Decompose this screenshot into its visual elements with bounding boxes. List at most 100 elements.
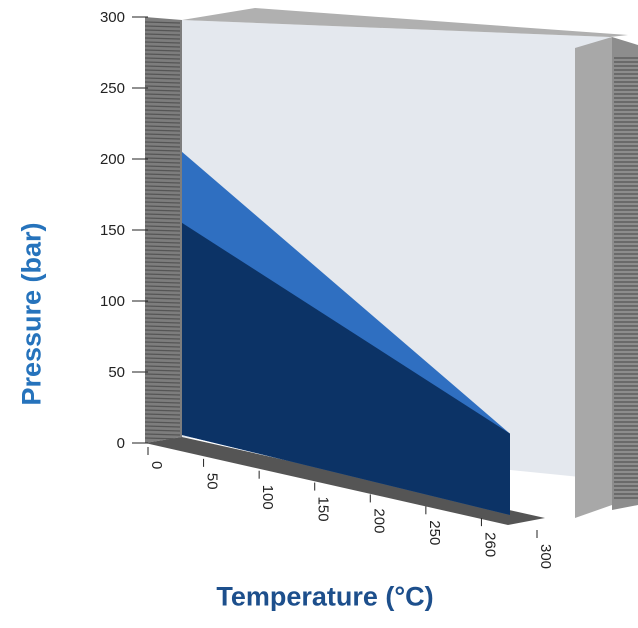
left-wall-stripe [144, 309, 181, 312]
left-wall-stripe [144, 313, 181, 316]
y-tick-label: 50 [108, 364, 125, 381]
x-axis-title: Temperature (°C) [216, 581, 434, 612]
y-tick-label: 150 [100, 222, 125, 239]
left-wall-stripe [144, 401, 181, 404]
y-tick-label: 300 [100, 9, 125, 26]
floor [145, 437, 545, 525]
left-wall-stripe [144, 333, 181, 336]
y-tick-label: 250 [100, 80, 125, 97]
left-wall-stripe [144, 405, 181, 408]
left-wall-stripe [144, 229, 181, 232]
left-wall-stripe [144, 73, 181, 76]
left-wall-stripe [144, 409, 181, 412]
left-wall-stripe [144, 33, 181, 36]
left-wall-stripe [144, 297, 181, 300]
left-wall-stripe [144, 125, 181, 128]
left-wall-stripe [144, 269, 181, 272]
left-wall-stripe [144, 245, 181, 248]
left-wall-stripe [144, 225, 181, 228]
left-wall-stripe [144, 129, 181, 132]
left-wall-stripe [144, 281, 181, 284]
left-wall-stripe [144, 241, 181, 244]
left-wall-stripe [144, 421, 181, 424]
y-tick-label: 200 [100, 151, 125, 168]
left-wall-stripe [144, 397, 181, 400]
left-wall-stripe [144, 341, 181, 344]
left-wall-stripe [144, 353, 181, 356]
left-wall-stripe [144, 385, 181, 388]
left-wall-stripe [144, 41, 181, 44]
left-wall-stripe [144, 177, 181, 180]
y-axis-title: Pressure (bar) [16, 222, 47, 406]
left-wall-stripe [144, 413, 181, 416]
left-wall-stripe [144, 365, 181, 368]
left-wall-stripe [144, 265, 181, 268]
left-wall-stripe [144, 173, 181, 176]
left-wall-stripe [144, 417, 181, 420]
left-wall-stripe [144, 301, 181, 304]
left-wall-stripe [144, 361, 181, 364]
left-wall-stripe [144, 57, 181, 60]
left-wall-stripe [144, 317, 181, 320]
left-wall-stripe [144, 285, 181, 288]
left-wall-stripe [144, 381, 181, 384]
left-wall-stripe [144, 161, 181, 164]
left-wall-stripe [144, 89, 181, 92]
left-wall-stripe [144, 325, 181, 328]
x-tick-label: 200 [370, 508, 387, 533]
left-wall-stripe [144, 305, 181, 308]
y-tick-label: 0 [117, 435, 125, 452]
left-wall-stripe [144, 189, 181, 192]
left-wall-stripe [144, 257, 181, 260]
left-wall-stripe [144, 349, 181, 352]
x-tick-label: 0 [148, 461, 165, 469]
left-wall-stripe [144, 373, 181, 376]
left-wall-stripe [144, 137, 181, 140]
right-wall [575, 37, 612, 518]
left-wall-stripe [144, 369, 181, 372]
left-wall-stripe [144, 425, 181, 428]
x-tick-label: 100 [259, 485, 276, 510]
left-wall-stripe [144, 221, 181, 224]
left-wall-stripe [144, 293, 181, 296]
left-wall-stripe [144, 157, 181, 160]
left-wall-stripe [144, 321, 181, 324]
left-wall-stripe [144, 337, 181, 340]
left-wall-stripe [144, 61, 181, 64]
left-wall-stripe [144, 153, 181, 156]
x-tick-label: 250 [426, 520, 443, 545]
left-wall-stripe [144, 45, 181, 48]
left-wall-stripe [144, 101, 181, 104]
x-tick-label: 300 [537, 544, 554, 569]
left-wall-stripe [144, 145, 181, 148]
left-wall-stripe [144, 25, 181, 28]
left-wall-stripe [144, 329, 181, 332]
left-wall-stripe [144, 261, 181, 264]
y-axis: 0 50 100 150 200 250 300 [100, 9, 148, 452]
left-wall-stripe [144, 357, 181, 360]
left-wall-stripe [144, 29, 181, 32]
left-wall-stripe [144, 97, 181, 100]
left-wall-stripe [144, 117, 181, 120]
left-wall-stripe [144, 21, 181, 24]
left-wall-stripe [144, 429, 181, 432]
left-wall-stripe [144, 77, 181, 80]
left-wall-stripe [144, 197, 181, 200]
chart-series [182, 151, 510, 515]
y-tick-label: 100 [100, 293, 125, 310]
left-wall-stripe [144, 209, 181, 212]
left-wall-stripe [144, 273, 181, 276]
top-edge [182, 8, 628, 37]
left-wall-stripe [144, 149, 181, 152]
left-wall-stripe [144, 289, 181, 292]
x-axis: 0 50 100 150 200 250 260 300 [147, 447, 554, 569]
left-wall-stripe [144, 49, 181, 52]
left-wall-stripe [144, 181, 181, 184]
series-2-area [182, 222, 510, 515]
left-wall-stripe [144, 217, 181, 220]
left-wall-stripe [144, 109, 181, 112]
left-wall-stripe [144, 389, 181, 392]
left-wall-stripe [144, 105, 181, 108]
x-tick-label: 150 [315, 497, 332, 522]
left-wall-stripe [144, 37, 181, 40]
